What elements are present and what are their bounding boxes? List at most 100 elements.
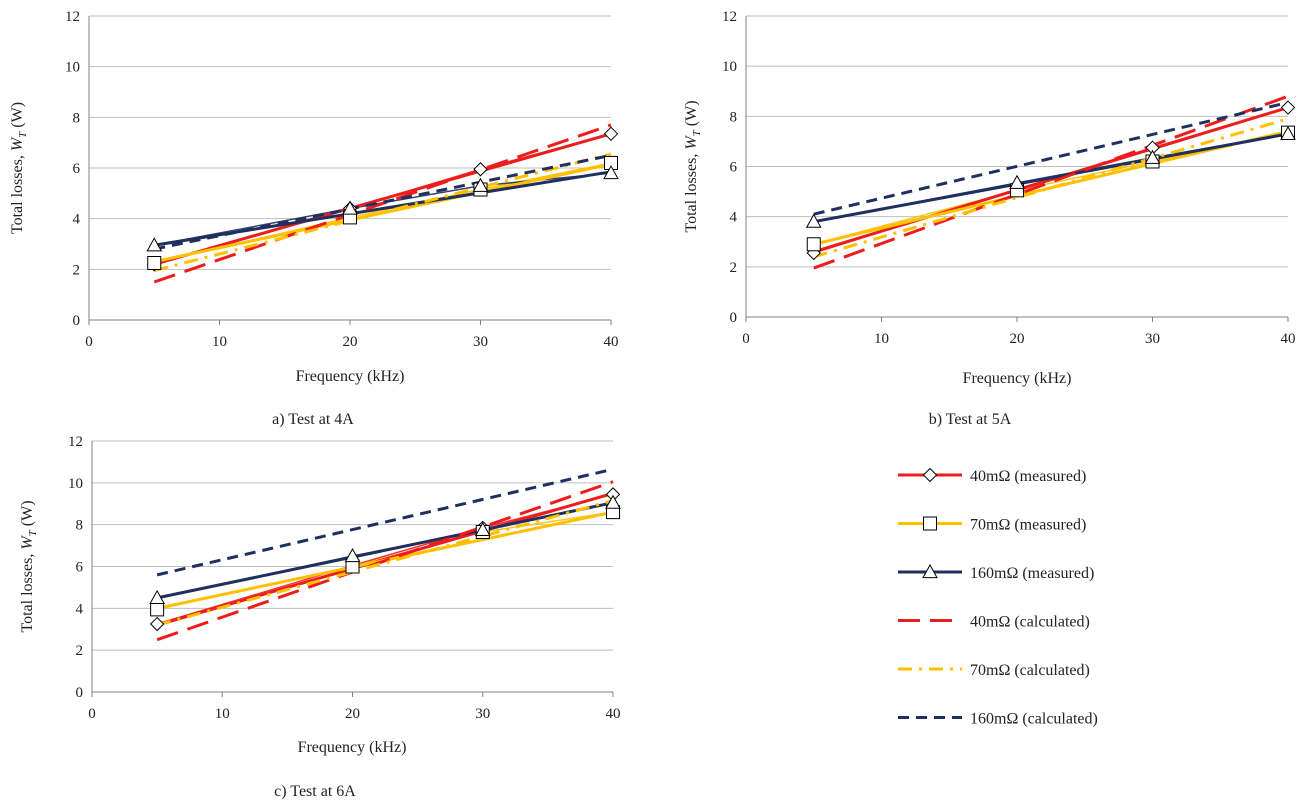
y-axis-label-symbol: W	[683, 135, 700, 150]
y-axis-label-subscript: T	[27, 529, 39, 536]
x-tick-label: 30	[1145, 331, 1160, 347]
data-point-triangle	[149, 589, 165, 604]
x-tick-label: 30	[473, 334, 488, 350]
x-tick-label: 40	[1281, 331, 1296, 347]
data-point-square	[147, 256, 162, 270]
data-point-triangle	[603, 165, 619, 180]
y-tick-label: 0	[730, 310, 738, 326]
y-tick-label: 6	[730, 160, 738, 176]
data-point-triangle	[605, 494, 621, 509]
x-axis-label: Frequency (kHz)	[298, 739, 407, 756]
y-axis-label-prefix: Total losses,	[9, 151, 26, 234]
y-axis-label: Total losses, WT (W)	[19, 500, 39, 632]
y-tick-label: 10	[722, 59, 737, 75]
y-tick-label: 2	[76, 643, 84, 659]
calculated-line	[813, 101, 1289, 216]
panel-caption: b) Test at 5A	[929, 411, 1012, 428]
measured-trendline	[813, 132, 1289, 224]
legend-label: 160mΩ (measured)	[970, 565, 1094, 582]
measured-trendline	[154, 170, 612, 247]
y-tick-label: 12	[65, 9, 80, 25]
chart-panel-b: 0 2 4 6 8 10 12 0 10 20 30 40 Frequency (kHz) Total l…	[683, 9, 1296, 428]
y-tick-label: 10	[68, 476, 83, 492]
legend-label: 40mΩ (calculated)	[970, 614, 1090, 631]
x-axis-label: Frequency (kHz)	[296, 368, 405, 385]
data-point-triangle	[344, 548, 361, 563]
x-tick-label: 20	[345, 706, 360, 722]
x-tick-label: 0	[742, 331, 750, 347]
data-point-square	[150, 602, 165, 617]
data-point-triangle	[474, 521, 491, 536]
y-tick-label: 4	[730, 210, 738, 226]
data-point-triangle	[472, 177, 489, 192]
legend-label: 160mΩ (calculated)	[970, 711, 1098, 728]
data-point-triangle	[1144, 149, 1161, 164]
calculated-line	[156, 480, 614, 642]
data-point-triangle	[146, 237, 163, 252]
legend-marker-diamond	[922, 467, 938, 483]
calculated-line	[156, 499, 614, 627]
data-point-diamond	[603, 126, 619, 142]
legend-label: 70mΩ (calculated)	[970, 662, 1090, 679]
x-tick-label: 10	[212, 334, 227, 350]
calculated-line	[813, 94, 1289, 270]
y-axis-label: Total losses, WT (W)	[9, 102, 29, 234]
legend-label: 40mΩ (measured)	[970, 468, 1086, 485]
x-tick-label: 20	[1010, 331, 1025, 347]
legend-label: 70mΩ (measured)	[970, 517, 1086, 534]
chart-panel-c: 0 2 4 6 8 10 12 0 10 20 30 40 Frequency (kHz) Total l…	[19, 434, 621, 800]
panel-caption: a) Test at 4A	[272, 411, 354, 428]
y-axis-label-symbol: W	[19, 535, 36, 550]
data-point-triangle	[342, 200, 358, 215]
measured-trendline	[153, 162, 612, 264]
measured-trendline	[813, 106, 1289, 254]
x-tick-label: 30	[475, 706, 490, 722]
x-tick-label: 0	[88, 706, 96, 722]
y-tick-label: 8	[73, 110, 81, 126]
y-tick-label: 2	[73, 262, 81, 278]
calculated-line	[153, 153, 612, 251]
data-point-triangle	[1280, 125, 1296, 140]
data-point-diamond	[1280, 100, 1296, 115]
data-point-triangle	[805, 213, 822, 228]
x-tick-label: 10	[874, 331, 889, 347]
y-tick-label: 8	[730, 109, 738, 125]
y-axis-label-suffix: (W)	[19, 500, 36, 530]
x-tick-label: 20	[343, 334, 358, 350]
y-tick-label: 4	[73, 212, 81, 228]
panel-caption: c) Test at 6A	[274, 783, 356, 800]
y-axis-label-prefix: Total losses,	[19, 550, 36, 633]
y-axis-label-prefix: Total losses,	[683, 150, 700, 233]
y-tick-label: 12	[722, 9, 737, 25]
y-tick-label: 6	[76, 560, 84, 576]
y-tick-label: 0	[73, 313, 81, 329]
data-point-triangle	[1009, 174, 1025, 189]
y-axis-label: Total losses, WT (W)	[683, 100, 703, 232]
calculated-line	[813, 117, 1289, 259]
calculated-line	[156, 467, 614, 577]
y-tick-label: 2	[730, 260, 738, 276]
chart-panel-a: 0 2 4 6 8 10 12 0 10 20 30 40 Frequency (kHz) Total l…	[9, 9, 619, 428]
x-tick-label: 40	[604, 334, 619, 350]
legend-marker-triangle	[922, 563, 938, 579]
y-tick-label: 6	[73, 161, 81, 177]
y-tick-label: 10	[65, 60, 80, 76]
data-point-square	[806, 237, 821, 252]
y-tick-label: 0	[76, 685, 84, 701]
legend-marker-square	[923, 516, 937, 531]
data-point-diamond	[149, 616, 165, 632]
y-axis-label-suffix: (W)	[9, 102, 26, 132]
data-point-diamond	[473, 162, 488, 177]
measured-trendline	[813, 129, 1289, 246]
y-axis-label-subscript: T	[691, 129, 703, 136]
measured-trendline	[153, 132, 612, 266]
y-tick-label: 8	[76, 518, 84, 534]
legend: 40mΩ (measured) 70mΩ (measured) 160mΩ (mea…	[898, 467, 1098, 728]
y-axis-label-subscript: T	[17, 131, 29, 138]
y-tick-label: 12	[68, 434, 83, 450]
x-tick-label: 10	[215, 706, 230, 722]
y-axis-label-suffix: (W)	[683, 100, 700, 130]
y-tick-label: 4	[76, 601, 84, 617]
calculated-line	[153, 123, 612, 284]
